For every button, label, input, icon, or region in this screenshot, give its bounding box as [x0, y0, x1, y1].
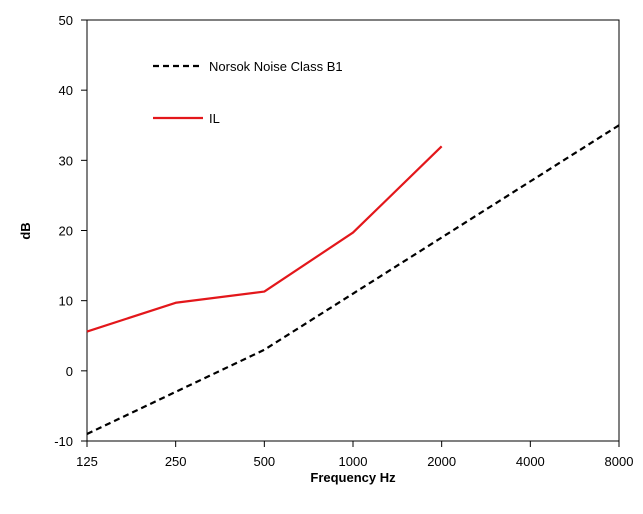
x-tick-label-5: 4000: [516, 454, 545, 469]
x-tick-label-2: 500: [253, 454, 275, 469]
legend: Norsok Noise Class B1 IL: [153, 59, 343, 126]
x-tick-label-1: 250: [165, 454, 187, 469]
y-tick-label-6: 50: [59, 13, 73, 28]
x-axis-title: Frequency Hz: [310, 470, 396, 485]
x-axis: 125 250 500 1000 2000 4000 8000: [76, 441, 633, 469]
plot-area: [86, 19, 620, 442]
y-axis-title: dB: [18, 222, 33, 239]
y-tick-label-0: -10: [54, 434, 73, 449]
y-tick-label-3: 20: [59, 224, 73, 239]
x-tick-label-3: 1000: [339, 454, 368, 469]
y-tick-label-2: 10: [59, 294, 73, 309]
series-layer: [86, 124, 620, 435]
x-tick-label-6: 8000: [605, 454, 634, 469]
legend-label-1: IL: [209, 111, 220, 126]
y-tick-label-5: 40: [59, 83, 73, 98]
y-axis: -10 0 10 20 30 40 50: [54, 13, 87, 449]
y-tick-label-4: 30: [59, 153, 73, 168]
legend-label-0: Norsok Noise Class B1: [209, 59, 343, 74]
y-tick-label-1: 0: [66, 364, 73, 379]
x-tick-label-4: 2000: [427, 454, 456, 469]
x-tick-label-0: 125: [76, 454, 98, 469]
